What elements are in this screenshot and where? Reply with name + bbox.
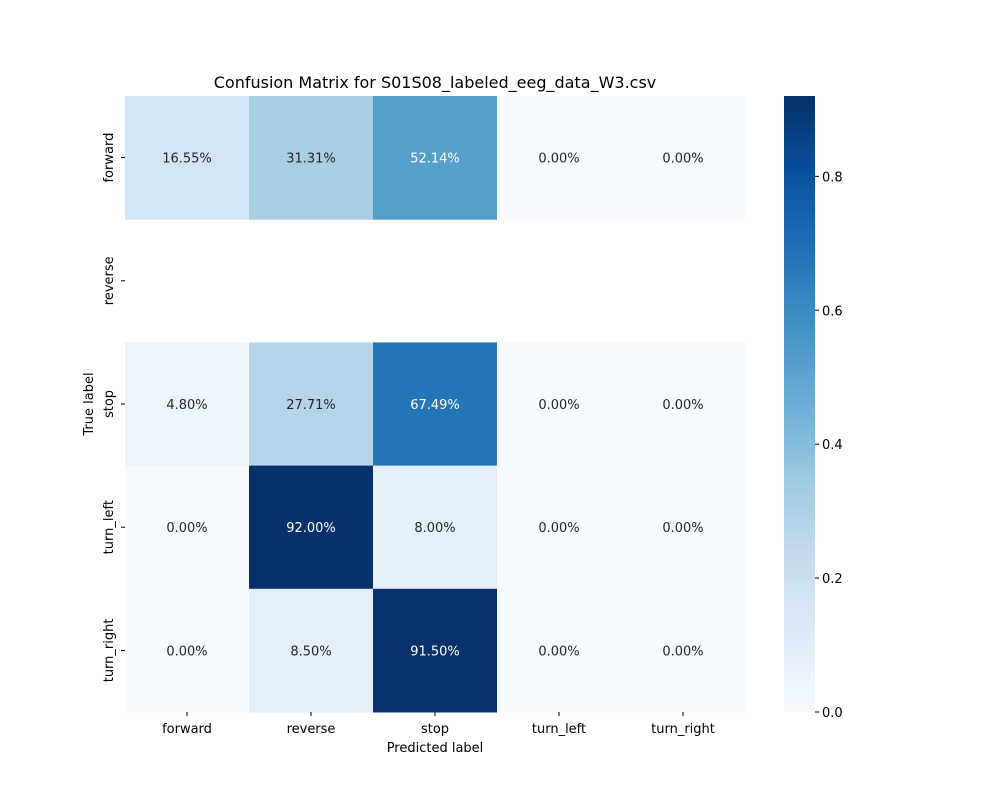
colorbar-tick-label: 0.4 bbox=[822, 438, 843, 453]
y-tick-label: forward bbox=[102, 133, 117, 183]
heatmap-cell bbox=[621, 588, 746, 713]
cell-annotation: 91.50% bbox=[410, 644, 460, 659]
x-tick-label: turn_left bbox=[532, 722, 586, 737]
cell-annotation: 0.00% bbox=[166, 521, 207, 536]
x-tick-label: forward bbox=[162, 722, 212, 737]
heatmap-cell bbox=[621, 465, 746, 590]
y-axis-label: True label bbox=[82, 372, 97, 436]
heatmap-cell bbox=[497, 588, 622, 713]
heatmap-cell bbox=[125, 96, 250, 220]
x-axis-label: Predicted label bbox=[387, 741, 484, 756]
cell-annotation: 31.31% bbox=[286, 152, 336, 167]
cell-annotation: 0.00% bbox=[662, 398, 703, 413]
heatmap-cell bbox=[125, 465, 250, 590]
colorbar-tick-label: 0.0 bbox=[822, 706, 843, 721]
heatmap-cell bbox=[125, 588, 250, 713]
heatmap-cell bbox=[497, 342, 622, 467]
heatmap-cell bbox=[249, 96, 374, 220]
heatmap-cell bbox=[249, 465, 374, 590]
y-axis-ticks: forward reverse stop turn_left turn_right bbox=[102, 133, 125, 683]
x-tick-label: stop bbox=[421, 722, 449, 737]
cell-annotation: 0.00% bbox=[662, 644, 703, 659]
heatmap-cells: 16.55% 31.31% 52.14% 0.00% 0.00% 4.80% 27.71% 6… bbox=[125, 96, 746, 713]
cell-annotation: 0.00% bbox=[538, 644, 579, 659]
y-tick-label: reverse bbox=[102, 256, 117, 305]
heatmap-cell bbox=[249, 588, 374, 713]
cell-annotation: 16.55% bbox=[162, 152, 212, 167]
heatmap-cell bbox=[249, 342, 374, 467]
cell-annotation: 4.80% bbox=[166, 398, 207, 413]
colorbar-tick-label: 0.2 bbox=[822, 572, 843, 587]
colorbar-tick-label: 0.6 bbox=[822, 304, 843, 319]
colorbar bbox=[784, 96, 815, 712]
heatmap-cell bbox=[621, 96, 746, 220]
colorbar-ticks: 0.0 0.2 0.4 0.6 0.8 bbox=[815, 170, 843, 721]
heatmap-cell bbox=[125, 342, 250, 467]
cell-annotation: 0.00% bbox=[538, 521, 579, 536]
heatmap-cell bbox=[373, 342, 498, 467]
y-tick-label: turn_right bbox=[102, 619, 117, 683]
cell-annotation: 0.00% bbox=[662, 521, 703, 536]
x-axis-ticks: forward reverse stop turn_left turn_right bbox=[162, 712, 715, 737]
cell-annotation: 52.14% bbox=[410, 152, 460, 167]
x-tick-label: reverse bbox=[287, 722, 336, 737]
cell-annotation: 92.00% bbox=[286, 521, 336, 536]
cell-annotation: 67.49% bbox=[410, 398, 460, 413]
cell-annotation: 0.00% bbox=[662, 152, 703, 167]
heatmap-cell bbox=[373, 588, 498, 713]
y-tick-label: turn_left bbox=[102, 500, 117, 554]
y-tick-label: stop bbox=[102, 390, 117, 418]
cell-annotation: 0.00% bbox=[538, 152, 579, 167]
heatmap-cell bbox=[373, 96, 498, 220]
chart-title: Confusion Matrix for S01S08_labeled_eeg_… bbox=[214, 73, 657, 93]
x-tick-label: turn_right bbox=[651, 722, 715, 737]
cell-annotation: 8.00% bbox=[414, 521, 455, 536]
heatmap-cell bbox=[621, 342, 746, 467]
cell-annotation: 8.50% bbox=[290, 644, 331, 659]
heatmap-cell bbox=[373, 465, 498, 590]
cell-annotation: 0.00% bbox=[538, 398, 579, 413]
cell-annotation: 0.00% bbox=[166, 644, 207, 659]
colorbar-tick-label: 0.8 bbox=[822, 170, 843, 185]
heatmap-cell bbox=[497, 96, 622, 220]
heatmap-cell bbox=[497, 465, 622, 590]
cell-annotation: 27.71% bbox=[286, 398, 336, 413]
